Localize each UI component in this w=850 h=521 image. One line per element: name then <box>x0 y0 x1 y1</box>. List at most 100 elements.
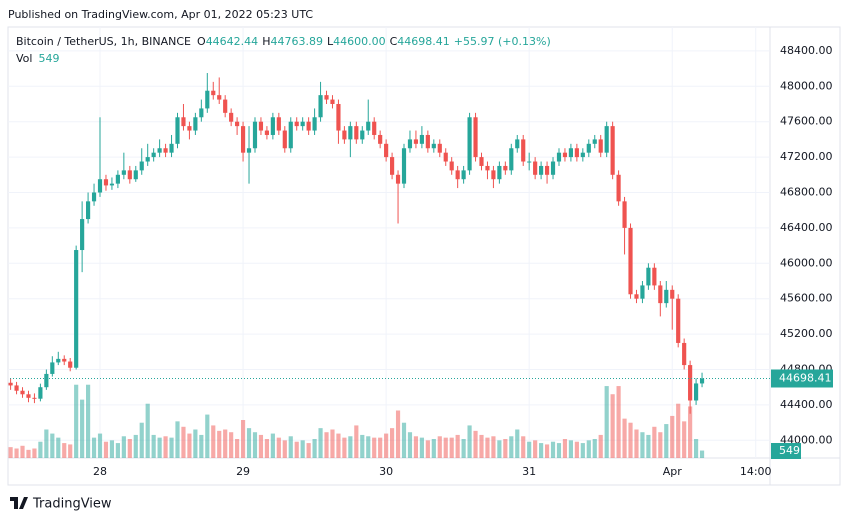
published-note: Published on TradingView.com, Apr 01, 20… <box>8 8 313 21</box>
candle-body <box>372 121 377 135</box>
volume-bar <box>175 421 180 458</box>
candle-body <box>56 358 61 363</box>
volume-bar <box>670 415 675 458</box>
volume-bar <box>378 437 383 458</box>
legend-field-value: 44698.41 <box>397 35 450 48</box>
candle-body <box>223 99 228 113</box>
volume-bar <box>306 443 311 458</box>
volume-bar <box>354 425 359 458</box>
candle-body <box>664 289 669 304</box>
volume-bar <box>300 440 305 458</box>
y-tick-label: 44400.00 <box>780 398 833 411</box>
volume-bar <box>455 434 460 458</box>
candle-body <box>455 170 460 180</box>
candle-body <box>86 201 91 220</box>
volume-bar <box>282 440 287 458</box>
candle-body <box>568 148 573 158</box>
volume-bar <box>652 426 657 458</box>
volume-bar <box>622 418 627 458</box>
candle-body <box>509 148 514 171</box>
candle-body <box>699 378 705 384</box>
volume-bar <box>330 429 335 458</box>
volume-bar <box>288 436 293 458</box>
volume-bar <box>372 437 377 458</box>
grid <box>8 27 770 458</box>
volume-bar <box>592 439 597 458</box>
last-price-box <box>771 369 833 388</box>
volume-axis-label: 549 <box>779 444 800 457</box>
candle-body <box>479 157 484 166</box>
candle-body <box>616 174 621 202</box>
candle-body <box>360 130 365 140</box>
volume-bar <box>258 434 264 458</box>
volume-bar <box>497 440 502 458</box>
x-tick-label: 30 <box>379 465 393 478</box>
legend-field-value: 44763.89 <box>270 35 323 48</box>
candle-body <box>68 361 73 368</box>
candle-body <box>598 139 603 153</box>
volume-bar <box>217 430 222 458</box>
volume-bar <box>127 439 132 458</box>
legend-field-label: L <box>327 35 334 48</box>
volume-box <box>771 443 801 459</box>
candle-body <box>366 121 371 131</box>
candle-body <box>20 390 25 395</box>
candle-body <box>139 161 144 171</box>
candle-body <box>246 148 252 153</box>
volume-bar <box>336 433 341 458</box>
volume-bar <box>527 441 532 458</box>
y-tick-label: 47600.00 <box>780 115 833 128</box>
x-tick-label: 28 <box>93 465 107 478</box>
x-tick-label: 14:00 <box>740 465 772 478</box>
candle-body <box>425 134 430 149</box>
candle-body <box>163 148 168 153</box>
candles <box>8 73 770 458</box>
volume-bar <box>229 432 234 458</box>
candle-body <box>62 358 67 362</box>
volume-bar <box>473 430 478 458</box>
candle-body <box>580 152 585 158</box>
volume-bar <box>181 426 186 458</box>
volume-bar <box>50 433 55 458</box>
volume-bar <box>646 434 651 458</box>
y-tick-label: 48000.00 <box>780 79 833 92</box>
volume-bar <box>62 443 67 458</box>
candle-body <box>121 170 126 175</box>
volume-bar <box>56 437 61 458</box>
candle-body <box>342 130 347 140</box>
volume-bar <box>628 422 633 458</box>
candle-body <box>586 143 591 153</box>
legend-field-label: O <box>197 35 206 48</box>
candle-body <box>288 121 293 149</box>
candle-body <box>628 227 633 295</box>
candle-body <box>610 126 615 175</box>
volume-bar <box>8 447 13 458</box>
volume-bar <box>658 432 663 458</box>
candle-body <box>252 121 258 149</box>
volume-bar <box>676 403 681 458</box>
candle-body <box>276 117 281 131</box>
y-tick-label: 47200.00 <box>780 150 833 163</box>
legend-field-value: 44600.00 <box>333 35 386 48</box>
candle-body <box>652 267 657 286</box>
candle-body <box>562 152 568 158</box>
axes: 44000.0044400.0044800.0045200.0045600.00… <box>93 44 833 478</box>
candle-body <box>312 117 317 131</box>
candle-body <box>431 143 436 149</box>
volume-bar <box>318 428 323 458</box>
candle-body <box>527 161 532 163</box>
volume-bar <box>515 429 520 458</box>
volume-bar <box>26 449 31 458</box>
volume-bar <box>312 439 317 458</box>
candle-body <box>264 130 269 135</box>
volume-bar <box>521 436 526 458</box>
candle-body <box>80 219 85 251</box>
y-tick-label: 45200.00 <box>780 327 833 340</box>
candle-body <box>175 117 180 144</box>
volume-bar <box>509 436 514 458</box>
candle-body <box>151 152 156 158</box>
candle-body <box>97 179 103 193</box>
volume-bar <box>276 437 281 458</box>
volume-bar <box>324 432 329 458</box>
